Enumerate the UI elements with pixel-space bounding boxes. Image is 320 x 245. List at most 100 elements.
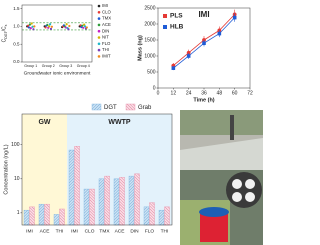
- point: [32, 28, 35, 31]
- point: [85, 26, 88, 29]
- point: [83, 25, 87, 28]
- y-tick-label: 10: [14, 176, 20, 182]
- x-tick-label: Group 2: [42, 64, 55, 68]
- y-axis-label-part: s: [4, 24, 8, 26]
- y-axis-label: CDGT/Cs: [2, 24, 8, 42]
- point: [46, 23, 49, 27]
- point: [186, 50, 191, 55]
- legend-label: IMIT: [102, 54, 111, 59]
- x-tick-label: Group 1: [24, 64, 37, 68]
- point: [171, 66, 176, 70]
- bar: [53, 214, 60, 226]
- group-label: GW: [38, 119, 50, 126]
- point: [50, 25, 53, 28]
- legend-label: THI: [102, 47, 109, 52]
- bar: [29, 206, 35, 226]
- point: [217, 31, 222, 36]
- y-tick-label: 0.0: [13, 59, 20, 64]
- point: [33, 25, 36, 28]
- legend-label: DIN: [102, 28, 109, 33]
- bar: [89, 188, 95, 226]
- legend-marker: [163, 14, 167, 18]
- bar: [74, 146, 80, 226]
- x-tick-label: Group 3: [59, 64, 72, 68]
- point: [48, 23, 52, 26]
- legend-marker: [91, 103, 102, 111]
- legend-marker: [97, 48, 101, 52]
- plot-frame: [157, 7, 251, 89]
- x-tick-label: 72: [247, 90, 253, 96]
- y-tick-label: 100: [11, 142, 20, 148]
- point: [64, 26, 67, 29]
- x-tick-label: ACE: [115, 228, 125, 234]
- x-axis-label: Time (h): [193, 97, 214, 103]
- figure: 0.0 0.5 1.0 1.5 Group 1 Group 2 Group 3 Group 4…: [2, 3, 263, 245]
- x-tick-label: IMI: [26, 228, 33, 234]
- photo-sampler: [226, 172, 262, 208]
- bar: [104, 175, 110, 226]
- bar: [119, 177, 125, 226]
- plot-frame: [21, 113, 173, 226]
- x-tick-label: FLO: [145, 228, 155, 234]
- x-tick-label: 24: [186, 90, 192, 96]
- y-tick-label: 1.0: [13, 24, 20, 29]
- x-tick-label: 36: [201, 90, 207, 96]
- x-tick-label: DIN: [130, 228, 139, 234]
- bar: [149, 202, 155, 226]
- y-tick-label: 1.5: [13, 6, 20, 11]
- group-label: WWTP: [108, 119, 130, 126]
- y-tick-label: 500: [147, 69, 156, 75]
- bar: [23, 209, 30, 226]
- x-tick-label: THI: [161, 228, 169, 234]
- legend-marker: [97, 29, 101, 33]
- y-axis-label-part: C: [2, 38, 8, 42]
- x-tick-label: IMI: [71, 228, 78, 234]
- y-tick-label: 1: [17, 210, 20, 216]
- point: [26, 24, 30, 27]
- point: [68, 24, 71, 28]
- x-tick-label: 12: [171, 90, 177, 96]
- photo-disc: [232, 179, 242, 189]
- point: [232, 15, 237, 20]
- photo-water: [180, 138, 263, 170]
- x-tick-label: 48: [217, 90, 223, 96]
- point: [27, 26, 31, 29]
- point: [29, 27, 32, 30]
- x-tick-label: 0: [157, 90, 160, 96]
- legend-label: FLO: [102, 41, 111, 46]
- y-tick-label: 2500: [144, 5, 155, 11]
- x-tick-label: ACE: [40, 228, 50, 234]
- bar: [134, 173, 140, 226]
- chart-title: IMI: [198, 10, 209, 19]
- legend-marker: [97, 4, 101, 8]
- point: [202, 41, 206, 45]
- point: [49, 27, 53, 30]
- point: [186, 54, 191, 58]
- bar: [164, 206, 170, 226]
- legend-marker: [97, 23, 101, 27]
- photo-disc: [245, 192, 255, 202]
- point: [79, 24, 82, 27]
- y-tick-label: 1000: [144, 53, 155, 59]
- legend-label: ACE: [102, 22, 111, 27]
- y-tick-label: 2000: [144, 21, 155, 27]
- point: [81, 24, 84, 27]
- legend-marker: [97, 36, 101, 39]
- point: [67, 28, 70, 31]
- bar: [113, 178, 120, 226]
- bar: [38, 203, 45, 226]
- point: [82, 26, 85, 29]
- point: [31, 25, 34, 28]
- x-tick-label: Group 4: [77, 64, 90, 68]
- photo-device: [199, 207, 229, 217]
- point: [30, 22, 33, 25]
- y-tick-label: 0.5: [13, 41, 20, 46]
- y-axis-label-part: /C: [2, 26, 8, 31]
- legend-marker: [97, 11, 101, 14]
- legend-label: TMX: [102, 16, 111, 21]
- bar: [143, 206, 150, 226]
- legend-label: HLB: [170, 24, 184, 31]
- x-tick-label: 60: [232, 90, 238, 96]
- bar: [44, 203, 50, 226]
- point: [65, 23, 68, 26]
